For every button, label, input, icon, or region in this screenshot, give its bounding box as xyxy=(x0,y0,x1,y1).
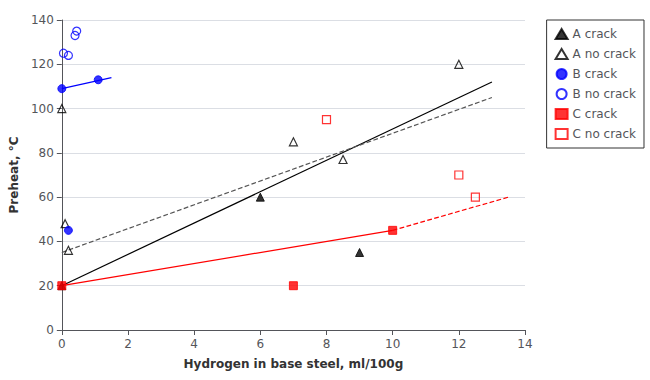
svg-text:20: 20 xyxy=(39,279,54,293)
svg-text:0: 0 xyxy=(46,323,54,337)
svg-text:80: 80 xyxy=(39,146,54,160)
svg-text:2: 2 xyxy=(124,337,132,351)
svg-text:8: 8 xyxy=(323,337,331,351)
svg-text:14: 14 xyxy=(517,337,532,351)
svg-text:60: 60 xyxy=(39,190,54,204)
svg-text:B no crack: B no crack xyxy=(573,87,636,101)
svg-text:12: 12 xyxy=(451,337,466,351)
svg-text:C crack: C crack xyxy=(573,107,618,121)
svg-text:C no crack: C no crack xyxy=(573,127,636,141)
svg-text:10: 10 xyxy=(385,337,400,351)
svg-text:Preheat, °C: Preheat, °C xyxy=(7,136,21,213)
svg-text:120: 120 xyxy=(31,57,54,71)
svg-text:140: 140 xyxy=(31,13,54,27)
svg-text:6: 6 xyxy=(256,337,264,351)
svg-text:A crack: A crack xyxy=(573,27,618,41)
svg-text:0: 0 xyxy=(58,337,66,351)
svg-text:A no crack: A no crack xyxy=(573,47,636,61)
svg-text:B crack: B crack xyxy=(573,67,618,81)
svg-text:40: 40 xyxy=(39,234,54,248)
svg-text:100: 100 xyxy=(31,102,54,116)
svg-text:Hydrogen in base steel, ml/100: Hydrogen in base steel, ml/100g xyxy=(184,357,404,371)
svg-text:4: 4 xyxy=(190,337,198,351)
